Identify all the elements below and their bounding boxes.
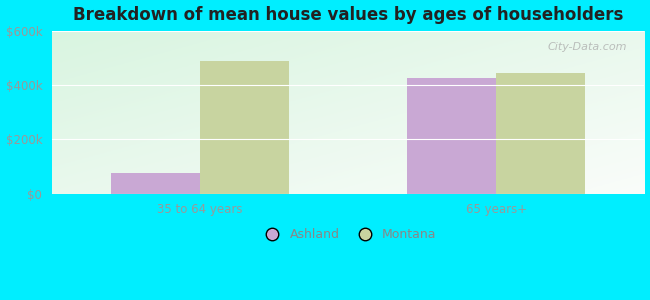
Text: City-Data.com: City-Data.com [547,42,627,52]
Bar [408,78,497,194]
Bar [497,73,585,194]
Legend: Ashland, Montana: Ashland, Montana [255,223,441,246]
Title: Breakdown of mean house values by ages of householders: Breakdown of mean house values by ages o… [73,6,623,24]
Bar [111,173,200,194]
Bar [200,61,289,194]
